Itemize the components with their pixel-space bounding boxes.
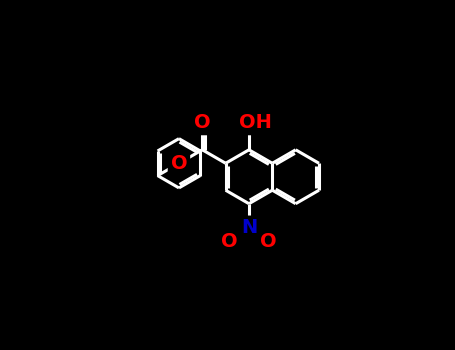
- Text: N: N: [241, 218, 257, 237]
- Text: O: O: [171, 154, 187, 173]
- Text: OH: OH: [239, 113, 272, 132]
- Text: O: O: [221, 232, 238, 251]
- Text: O: O: [260, 232, 277, 251]
- Text: O: O: [194, 113, 211, 132]
